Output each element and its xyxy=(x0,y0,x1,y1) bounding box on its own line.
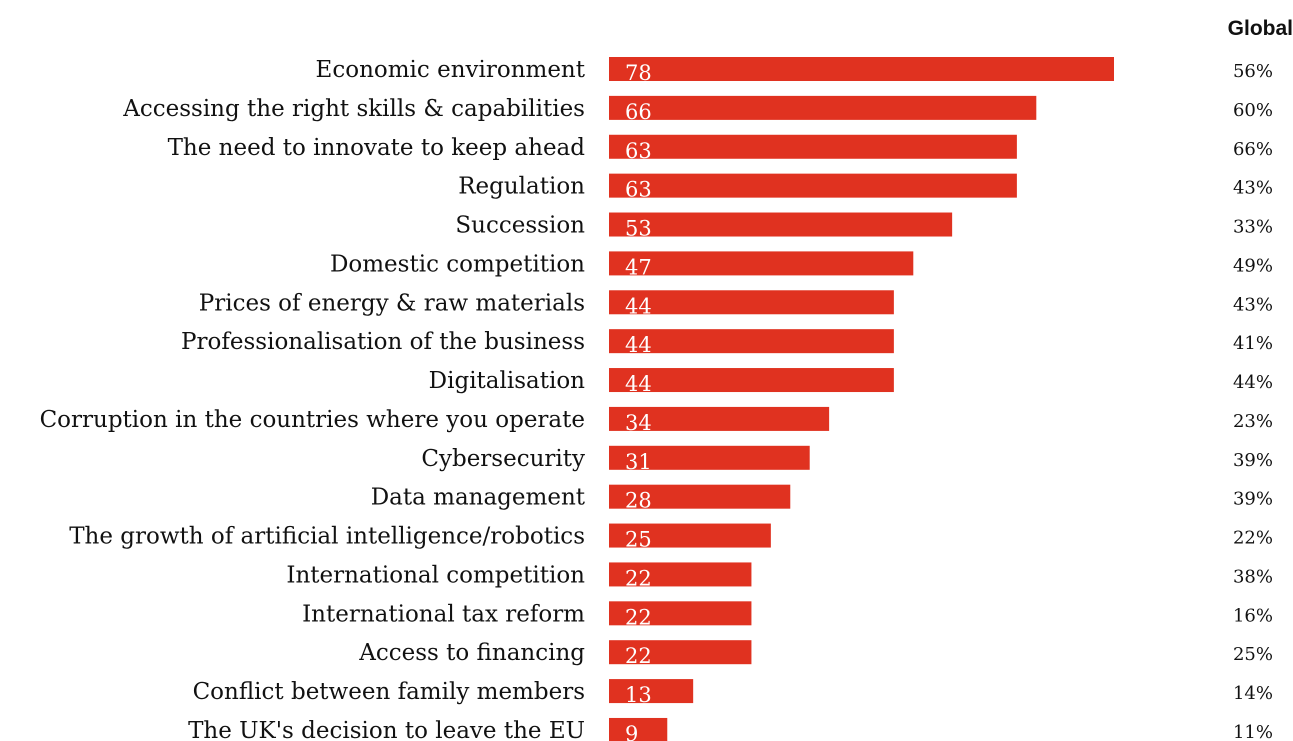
global-value-label: 43% xyxy=(1233,294,1273,315)
category-label: Professionalisation of the business xyxy=(181,329,585,355)
bar xyxy=(609,329,894,354)
bar xyxy=(609,173,1017,198)
global-value-label: 56% xyxy=(1233,61,1273,82)
category-label: International tax reform xyxy=(302,601,585,627)
category-label: International competition xyxy=(286,562,585,588)
category-label: Succession xyxy=(455,213,585,239)
category-label: Economic environment xyxy=(316,57,586,83)
category-label: Accessing the right skills & capabilitie… xyxy=(122,96,585,122)
bar-value-label: 63 xyxy=(625,139,652,163)
global-value-label: 14% xyxy=(1233,683,1273,704)
global-value-label: 33% xyxy=(1233,217,1273,238)
global-value-label: 43% xyxy=(1233,178,1273,199)
bar-value-label: 22 xyxy=(625,644,652,668)
bar xyxy=(609,368,894,393)
category-label: Regulation xyxy=(458,174,585,200)
global-value-label: 60% xyxy=(1233,100,1273,121)
bar xyxy=(609,679,694,704)
bar xyxy=(609,212,953,237)
global-column-header: Global xyxy=(1228,17,1293,40)
bar xyxy=(609,484,791,509)
global-value-label: 44% xyxy=(1233,372,1273,393)
global-value-label: 49% xyxy=(1233,255,1273,276)
global-value-label: 25% xyxy=(1233,644,1273,665)
bar-value-label: 22 xyxy=(625,605,652,629)
bar xyxy=(609,57,1114,81)
global-value-label: 41% xyxy=(1233,333,1273,354)
category-label: Data management xyxy=(371,485,586,511)
bar-value-label: 47 xyxy=(625,255,652,279)
bar xyxy=(609,290,894,315)
bar xyxy=(609,523,771,548)
bar xyxy=(609,251,914,276)
bar-value-label: 78 xyxy=(625,61,652,85)
category-label: Access to financing xyxy=(358,640,585,666)
bar xyxy=(609,406,830,431)
category-label: Prices of energy & raw materials xyxy=(199,290,585,316)
global-value-label: 66% xyxy=(1233,139,1273,160)
global-value-label: 38% xyxy=(1233,566,1273,587)
global-value-label: 39% xyxy=(1233,489,1273,510)
global-value-label: 23% xyxy=(1233,411,1273,432)
global-value-label: 39% xyxy=(1233,450,1273,471)
category-label: Cybersecurity xyxy=(421,446,585,472)
global-value-label: 11% xyxy=(1233,722,1273,741)
category-label: The need to innovate to keep ahead xyxy=(168,135,586,161)
bar-value-label: 44 xyxy=(625,294,652,318)
bar xyxy=(609,445,810,470)
bar-value-label: 53 xyxy=(625,217,652,241)
bar-value-label: 28 xyxy=(625,489,652,513)
global-value-label: 22% xyxy=(1233,528,1273,549)
bar-value-label: 66 xyxy=(625,100,652,124)
category-label: The UK's decision to leave the EU xyxy=(188,718,585,741)
global-value-label: 16% xyxy=(1233,605,1273,626)
category-label: Conflict between family members xyxy=(193,679,585,705)
category-label: Corruption in the countries where you op… xyxy=(40,407,585,433)
bar xyxy=(609,562,752,587)
category-label: The growth of artificial intelligence/ro… xyxy=(69,524,585,550)
bar-value-label: 13 xyxy=(625,683,652,707)
bar xyxy=(609,134,1017,159)
bar-value-label: 22 xyxy=(625,566,652,590)
bar-value-label: 25 xyxy=(625,528,652,552)
bar-value-label: 31 xyxy=(625,450,652,474)
bar xyxy=(609,601,752,626)
category-label: Domestic competition xyxy=(330,251,585,277)
bar-value-label: 44 xyxy=(625,333,652,357)
bar-value-label: 9 xyxy=(625,722,638,741)
bar xyxy=(609,95,1037,120)
category-label: Digitalisation xyxy=(429,368,586,394)
bar-value-label: 34 xyxy=(625,411,652,435)
bar-value-label: 63 xyxy=(625,178,652,202)
bar xyxy=(609,640,752,665)
bar xyxy=(609,717,668,741)
bar-value-label: 44 xyxy=(625,372,652,396)
